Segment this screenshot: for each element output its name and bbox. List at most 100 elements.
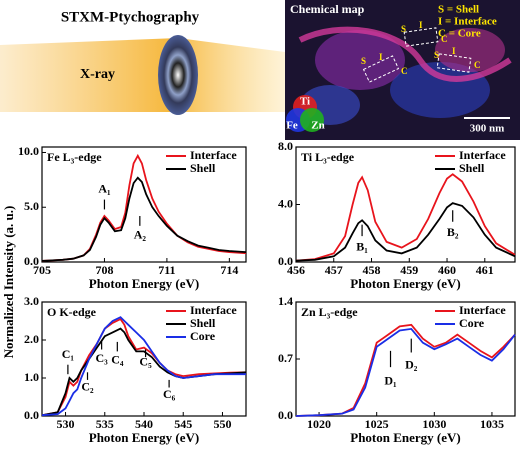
x-tick-label: 711 [158, 263, 175, 277]
x-tick-label: 458 [363, 263, 381, 277]
beam-label: X-ray [80, 67, 115, 82]
x-tick-label: 545 [174, 417, 192, 431]
x-tick-label: 550 [213, 417, 231, 431]
series-line [41, 316, 246, 417]
y-tick-label: 1.4 [278, 294, 293, 308]
y-tick-label: 2.0 [24, 332, 39, 346]
region-label: S [401, 24, 406, 34]
x-axis-label: Photon Energy (eV) [350, 276, 461, 291]
annotation: C₆ [163, 387, 176, 401]
annotation: C₁ [62, 347, 75, 361]
x-tick-label: 460 [438, 263, 456, 277]
map-legend: I = Interface [438, 16, 497, 28]
legend-label: Shell [190, 161, 216, 175]
x-tick-label: 1035 [480, 417, 504, 431]
legend-label: Interface [190, 303, 237, 317]
panel-title: O K-edge [47, 305, 97, 319]
legend-label: Shell [190, 316, 216, 330]
x-tick-label: 457 [325, 263, 343, 277]
legend-label: Core [459, 316, 485, 330]
legend-label: Interface [190, 148, 237, 162]
region-label: I [452, 46, 456, 56]
channel-label: Ti [300, 96, 310, 108]
map-title: Chemical map [290, 2, 365, 16]
y-tick-label: 10.0 [18, 144, 39, 158]
x-tick-label: 1030 [422, 417, 446, 431]
x-tick-label: 714 [220, 263, 238, 277]
panel: 456 457 458 459 460 461 0.0 4.0 8.0 Photon Energy… [278, 139, 516, 291]
illustration: STXM-Ptychography X-ray [0, 9, 285, 115]
x-axis-label: Photon Energy (eV) [89, 430, 200, 445]
x-axis-label: Photon Energy (eV) [89, 276, 200, 291]
y-axis-label: Normalized Intensity (a. u.) [1, 206, 16, 359]
scale-bar-label: 300 nm [470, 123, 505, 135]
annotation: B₂ [447, 225, 459, 239]
x-tick-label: 705 [33, 263, 51, 277]
legend-label: Interface [459, 303, 506, 317]
chemical-map [285, 0, 520, 140]
channel-circle [300, 108, 324, 132]
region-box [403, 27, 439, 47]
map-legend: C = Core [438, 28, 481, 40]
map-strand [298, 26, 512, 82]
region-label: C [441, 34, 448, 44]
x-axis-label: Photon Energy (eV) [350, 430, 461, 445]
illustration-title: STXM-Ptychography [61, 9, 200, 25]
legend-label: Interface [459, 148, 506, 162]
y-tick-label: 0.7 [278, 351, 293, 365]
annotation: A₁ [98, 181, 111, 195]
annotation: D₂ [405, 357, 418, 371]
series-line [295, 173, 516, 262]
region-label: C [401, 66, 408, 76]
y-tick-label: 3.0 [24, 294, 39, 308]
x-tick-label: 535 [96, 417, 114, 431]
region-label: I [379, 52, 383, 62]
x-tick-label: 540 [135, 417, 153, 431]
panel: 1020 1025 1030 1035 0.0 0.7 1.4 Photon Energy (… [278, 294, 516, 445]
x-tick-label: 1025 [365, 417, 389, 431]
series-line [41, 153, 247, 262]
panel: 530 535 540 545 550 0.0 1.0 2.0 3.0 Photon Energy… [24, 294, 247, 445]
y-tick-label: 0.0 [24, 408, 39, 422]
channel-label: Zn [311, 120, 324, 132]
x-tick-label: 1020 [307, 417, 331, 431]
map-blob [435, 28, 505, 72]
plot-frame [41, 146, 247, 263]
map-blob [315, 30, 405, 90]
series-line [295, 327, 516, 417]
panel-title: Ti L₃-edge [301, 150, 355, 164]
annotation: D₁ [384, 374, 397, 388]
legend-label: Core [190, 329, 216, 343]
region-label: S [361, 56, 366, 66]
y-tick-label: 4.0 [278, 196, 293, 210]
series-line [41, 317, 247, 417]
region-label: C [474, 60, 481, 70]
annotation: C₅ [139, 355, 152, 369]
panel-title: Zn L₃-edge [301, 305, 358, 319]
x-ray-beam [0, 38, 285, 112]
annotation: C₃ [95, 351, 108, 365]
annotation: C₂ [81, 379, 94, 393]
panel-title: Fe L₃-edge [47, 150, 102, 164]
zone-plate [158, 35, 198, 115]
map-legend: S = Shell [438, 4, 479, 16]
y-tick-label: 8.0 [278, 139, 293, 153]
legend-label: Shell [459, 161, 485, 175]
y-tick-label: 0.0 [278, 254, 293, 268]
y-tick-label: 0.0 [278, 408, 293, 422]
x-tick-label: 461 [476, 263, 494, 277]
annotation: C₄ [111, 353, 124, 367]
x-tick-label: 708 [95, 263, 113, 277]
y-tick-label: 1.0 [24, 370, 39, 384]
y-tick-label: 0.0 [24, 254, 39, 268]
series-line [295, 323, 516, 417]
panel: 705 708 711 714 0.0 5.0 10.0 Photon Energy (eV)… [18, 144, 247, 291]
x-tick-label: 459 [400, 263, 418, 277]
annotation: B₁ [356, 239, 368, 253]
annotation: A₂ [134, 227, 147, 241]
y-tick-label: 5.0 [24, 199, 39, 213]
series-line [295, 202, 516, 262]
series-line [41, 176, 247, 262]
x-tick-label: 456 [287, 263, 305, 277]
